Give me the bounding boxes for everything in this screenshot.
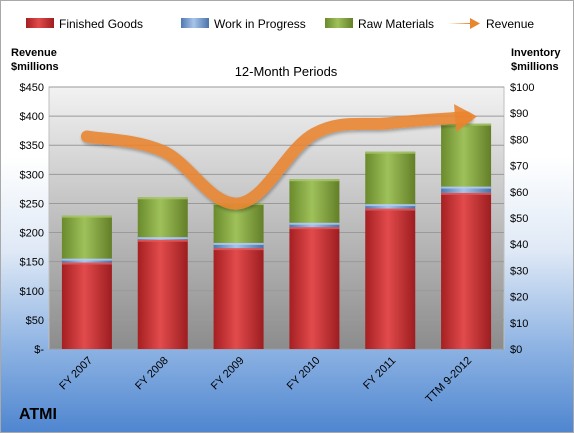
y-right-tick-label: $50	[510, 213, 528, 225]
legend-swatch-finished-goods	[26, 18, 54, 28]
y-left-tick-label: $300	[20, 169, 44, 181]
bar-raw-materials	[365, 151, 416, 205]
revenue-line	[80, 111, 473, 210]
y-left-tick-label: $-	[34, 344, 44, 356]
plot-area	[48, 86, 505, 350]
bar-finished-goods	[365, 208, 416, 349]
bar-raw-materials-cap	[137, 197, 188, 200]
bar-finished-goods	[137, 239, 188, 349]
y-left-tick-label: $450	[20, 82, 44, 94]
bars	[61, 123, 492, 349]
y-left-title-line1: Revenue	[11, 47, 57, 59]
y-right-tick-label: $90	[510, 108, 528, 120]
bar-raw-materials-cap	[289, 179, 340, 182]
bar-finished-goods	[213, 248, 264, 349]
y-right-title-line1: Inventory	[511, 47, 561, 59]
revenue-arrowhead	[454, 104, 478, 133]
bar-work-in-progress-cap	[61, 258, 112, 261]
x-tick-label: TTM 9-2012	[423, 355, 474, 406]
legend-item-raw-materials: Raw Materials	[325, 17, 434, 31]
y-right-tick-label: $100	[510, 82, 534, 94]
y-left-tick-label: $100	[20, 286, 44, 298]
y-right-tick-label: $0	[510, 344, 522, 356]
bar-raw-materials-cap	[61, 215, 112, 218]
bar-work-in-progress-cap	[365, 204, 416, 207]
legend: Finished Goods Work in Progress Raw Mate…	[26, 17, 534, 31]
bar-raw-materials	[213, 203, 264, 243]
bar-raw-materials	[61, 215, 112, 259]
y-left-tick-label: $200	[20, 228, 44, 240]
bar-raw-materials-cap	[441, 123, 492, 126]
legend-swatch-work-in-progress	[181, 18, 209, 28]
y-left-tick-label: $400	[20, 111, 44, 123]
bar-finished-goods	[289, 227, 340, 349]
bar-finished-goods-cap	[137, 239, 188, 242]
x-tick-label: FY 2010	[285, 355, 323, 393]
y-left-tick-label: $350	[20, 140, 44, 152]
legend-item-finished-goods: Finished Goods	[26, 17, 143, 31]
y-right-tick-label: $40	[510, 239, 528, 251]
x-tick-label: FY 2008	[133, 355, 171, 393]
bar-work-in-progress	[365, 204, 416, 209]
x-tick-label: FY 2007	[57, 355, 95, 393]
y-left-tick-label: $250	[20, 198, 44, 210]
legend-label-raw-materials: Raw Materials	[358, 17, 434, 31]
y-right-title-line2: $millions	[511, 61, 559, 73]
bar-finished-goods-cap	[61, 262, 112, 265]
legend-swatch-revenue	[448, 18, 480, 29]
legend-swatch-raw-materials	[325, 18, 353, 28]
bar-work-in-progress	[289, 222, 340, 228]
y-left-tick-label: $50	[26, 315, 44, 327]
x-ticks: FY 2007 FY 2008 FY 2009 FY 2010 FY 2011 TTM 9…	[57, 355, 474, 406]
bar-finished-goods-cap	[441, 192, 492, 195]
bar-work-in-progress	[213, 242, 264, 249]
bar-work-in-progress-cap	[289, 222, 340, 225]
bar-work-in-progress-cap	[137, 237, 188, 240]
y-right-tick-label: $30	[510, 265, 528, 277]
y-right-tick-label: $20	[510, 292, 528, 304]
bar-finished-goods-cap	[365, 208, 416, 211]
legend-label-work-in-progress: Work in Progress	[214, 17, 306, 31]
y-right-ticks: $0 $10 $20 $30 $40 $50 $60 $70 $80 $90 $100	[510, 82, 534, 356]
bar-finished-goods-cap	[289, 227, 340, 230]
legend-item-revenue: Revenue	[448, 17, 534, 31]
legend-item-work-in-progress: Work in Progress	[181, 17, 306, 31]
bar-work-in-progress-cap	[213, 242, 264, 245]
y-right-tick-label: $70	[510, 161, 528, 173]
x-tick-label: FY 2009	[209, 355, 247, 393]
y-left-title-line2: $millions	[11, 61, 59, 73]
y-right-tick-label: $10	[510, 318, 528, 330]
bar-raw-materials-cap	[365, 151, 416, 154]
bar-raw-materials	[137, 197, 188, 238]
y-left-ticks: $- $50 $100 $150 $200 $250 $300 $350 $400 $450	[20, 82, 45, 356]
company-name: ATMI	[19, 406, 57, 423]
bar-raw-materials	[441, 123, 492, 187]
bar-finished-goods	[61, 262, 112, 349]
bar-finished-goods-cap	[213, 248, 264, 251]
x-tick-label: FY 2011	[361, 355, 398, 392]
bar-raw-materials	[289, 179, 340, 223]
bar-work-in-progress-cap	[441, 186, 492, 189]
y-right-tick-label: $80	[510, 134, 528, 146]
revenue-line-group	[80, 104, 478, 210]
bar-finished-goods	[441, 192, 492, 349]
y-left-tick-label: $150	[20, 257, 44, 269]
chart-title: 12-Month Periods	[235, 64, 338, 79]
legend-label-revenue: Revenue	[486, 17, 534, 31]
gridlines	[49, 86, 504, 350]
y-right-tick-label: $60	[510, 187, 528, 199]
bar-work-in-progress	[441, 186, 492, 193]
legend-label-finished-goods: Finished Goods	[59, 17, 143, 31]
